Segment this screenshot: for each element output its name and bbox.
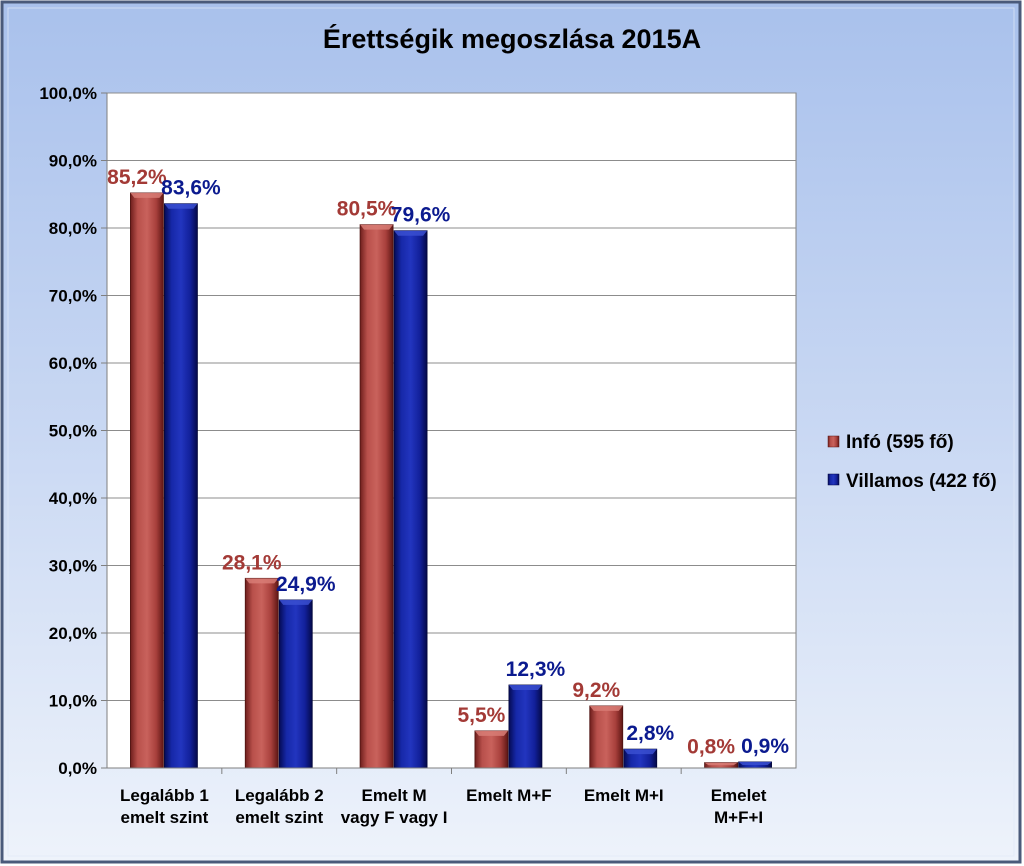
data-label-villamos: 2,8%	[626, 722, 674, 745]
chart-title: Érettségik megoszlása 2015A	[323, 23, 701, 54]
data-label-info: 0,8%	[687, 736, 735, 759]
bar-body	[393, 230, 428, 769]
bar-villamos	[278, 599, 313, 769]
bar-info	[704, 762, 738, 769]
x-axis-tick-labels: Legalább 1 emelt szint Legalább 2 emelt szi…	[120, 786, 767, 827]
bar-info	[244, 577, 279, 769]
y-tick-label: 40,0%	[49, 489, 97, 508]
x-tick-label: Legalább 1	[120, 786, 209, 805]
y-tick-label: 20,0%	[49, 624, 97, 643]
bars	[130, 192, 772, 769]
data-label-villamos: 79,6%	[391, 204, 451, 227]
bar-info	[130, 192, 164, 769]
bar-body	[244, 577, 279, 769]
data-labels: 85,2%83,6% 28,1%24,9% 80,5%79,6% 5,5%12,3% 9…	[107, 166, 789, 759]
bar-bevel	[360, 224, 394, 230]
bar-bevel	[164, 203, 198, 209]
y-tick-label: 60,0%	[49, 354, 97, 373]
bar-villamos	[623, 748, 658, 769]
data-label-info: 80,5%	[337, 198, 397, 221]
legend-swatch-villamos	[827, 473, 840, 486]
data-label-info: 5,5%	[457, 704, 505, 727]
x-tick-label: vagy F vagy I	[341, 808, 448, 827]
y-tick-label: 0,0%	[58, 759, 97, 778]
bar-body	[474, 730, 509, 769]
bar-bevel	[245, 578, 279, 584]
bar-villamos	[393, 230, 428, 769]
bar-bevel	[474, 730, 508, 736]
bar-info	[474, 730, 509, 769]
legend: Infó (595 fő) Villamos (422 fő)	[827, 432, 997, 492]
x-tick-label: emelt szint	[120, 808, 208, 827]
data-label-villamos: 0,9%	[741, 735, 789, 758]
bar-bevel	[738, 761, 772, 765]
bar-bevel	[394, 230, 428, 236]
bar-bevel	[623, 749, 657, 755]
bar-bevel	[279, 599, 313, 605]
data-label-villamos: 24,9%	[276, 573, 336, 596]
bar-info	[589, 705, 624, 769]
x-tick-label: Emelt M	[361, 786, 426, 805]
data-label-info: 85,2%	[107, 166, 167, 189]
y-tick-label: 90,0%	[49, 152, 97, 171]
bar-bevel	[508, 684, 542, 690]
x-tick-label: emelt szint	[235, 808, 323, 827]
gridlines	[101, 92, 796, 774]
data-label-info: 28,1%	[222, 551, 282, 574]
legend-label-villamos: Villamos (422 fő)	[846, 471, 997, 492]
y-tick-label: 70,0%	[49, 287, 97, 306]
legend-label-info: Infó (595 fő)	[846, 432, 954, 453]
bar-body	[589, 705, 624, 769]
bar-bevel	[704, 762, 738, 766]
bar-body	[278, 599, 313, 769]
y-tick-label: 30,0%	[49, 557, 97, 576]
bar-bevel	[589, 705, 623, 711]
bar-villamos	[738, 761, 772, 769]
y-tick-label: 10,0%	[49, 692, 97, 711]
bar-villamos	[164, 203, 198, 769]
x-tick-label: Emelt M+I	[584, 786, 664, 805]
bar-body	[130, 192, 164, 769]
x-tick-label: M+F+I	[714, 808, 763, 827]
legend-swatch-info	[827, 435, 840, 448]
x-tick-label: Emelet	[711, 786, 767, 805]
bar-villamos	[508, 684, 543, 769]
data-label-info: 9,2%	[572, 679, 620, 702]
bar-body	[164, 203, 198, 769]
x-tick-label: Legalább 2	[235, 786, 324, 805]
data-label-villamos: 12,3%	[506, 658, 566, 681]
bar-body	[508, 684, 543, 769]
bar-body	[359, 224, 394, 769]
x-tick-label: Emelt M+F	[466, 786, 552, 805]
y-tick-label: 50,0%	[49, 422, 97, 441]
y-tick-label: 100,0%	[39, 84, 97, 103]
bar-bevel	[130, 192, 164, 198]
bar-info	[359, 224, 394, 769]
data-label-villamos: 83,6%	[161, 177, 221, 200]
y-tick-label: 80,0%	[49, 219, 97, 238]
y-axis-tick-labels: 0,0% 10,0% 20,0% 30,0% 40,0% 50,0% 60,0% 70,0% 8…	[39, 84, 97, 778]
